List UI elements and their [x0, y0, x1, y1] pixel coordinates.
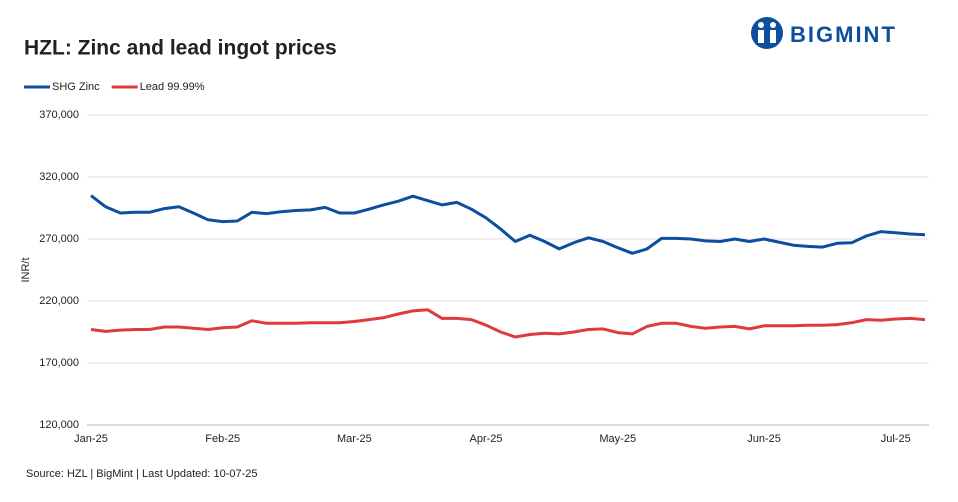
source: Source: HZL | BigMint | Last Updated: 10… [26, 468, 258, 480]
x-tick-label: Apr-25 [470, 433, 503, 445]
legend-label: Lead 99.99% [140, 81, 205, 93]
x-tick-label: Jan-25 [74, 433, 108, 445]
series-line [90, 194, 926, 255]
y-tick-label: 120,000 [39, 419, 79, 431]
y-tick-label: 170,000 [39, 357, 79, 369]
y-tick-label: 220,000 [39, 295, 79, 307]
y-axis-label: INR/t [20, 257, 32, 282]
y-tick-label: 370,000 [39, 109, 79, 121]
chart-title: HZL: Zinc and lead ingot prices [24, 37, 337, 60]
x-tick-label: Jul-25 [881, 433, 911, 445]
x-tick-label: Jun-25 [747, 433, 781, 445]
x-tick-label: Feb-25 [205, 433, 240, 445]
legend-label: SHG Zinc [52, 81, 100, 93]
series-line [90, 308, 926, 339]
y-tick-label: 320,000 [39, 171, 79, 183]
x-tick-label: Mar-25 [337, 433, 372, 445]
y-tick-label: 270,000 [39, 233, 79, 245]
x-tick-label: May-25 [599, 433, 636, 445]
brand: BIGMINT [790, 22, 897, 47]
logo: BIGMINT [751, 17, 897, 49]
